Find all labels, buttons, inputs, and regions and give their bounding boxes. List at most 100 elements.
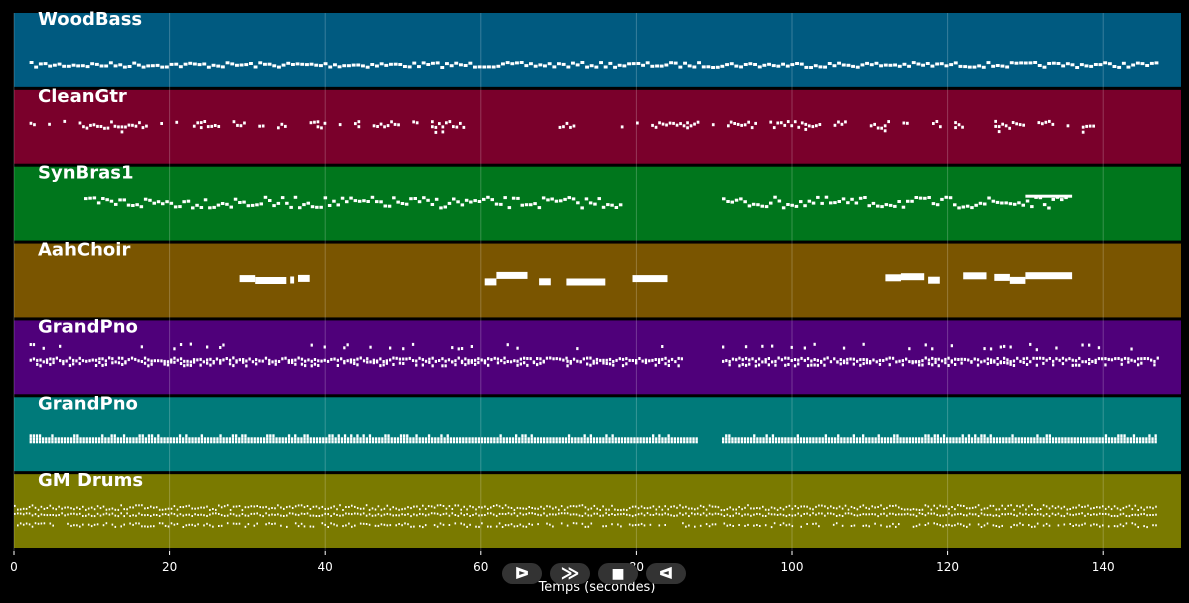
note — [442, 523, 445, 526]
note — [1045, 437, 1048, 441]
note — [1135, 437, 1139, 441]
note — [762, 514, 764, 517]
note — [499, 202, 503, 206]
note — [796, 437, 799, 441]
note — [636, 440, 639, 444]
note — [692, 437, 695, 441]
note — [820, 360, 823, 364]
note — [661, 122, 665, 126]
note — [957, 522, 959, 525]
note — [274, 513, 276, 516]
note — [533, 437, 536, 441]
note — [765, 440, 768, 444]
note — [235, 522, 238, 525]
note — [925, 62, 930, 65]
play-button[interactable]: ᐅ — [502, 563, 542, 584]
note — [474, 358, 477, 362]
note — [560, 505, 563, 508]
rewind-button[interactable]: ᐊ — [646, 563, 686, 584]
note — [729, 62, 734, 66]
note — [316, 125, 320, 129]
note — [883, 512, 885, 515]
note — [411, 359, 415, 362]
note — [286, 61, 291, 65]
note — [1081, 125, 1085, 129]
note — [365, 437, 368, 441]
note — [79, 437, 82, 441]
note — [416, 505, 418, 508]
note — [843, 440, 846, 444]
note — [889, 504, 891, 507]
note — [995, 525, 998, 527]
note — [415, 363, 418, 367]
note — [797, 358, 800, 362]
note — [641, 359, 644, 363]
note — [849, 440, 852, 444]
note — [661, 437, 664, 441]
note — [167, 525, 170, 528]
stop-button[interactable]: ■ — [598, 563, 638, 584]
note — [131, 204, 135, 207]
note — [978, 201, 983, 205]
note — [362, 522, 365, 525]
note — [552, 65, 557, 69]
note — [294, 358, 297, 362]
note — [645, 440, 648, 444]
note — [1113, 505, 1116, 508]
note — [447, 358, 451, 362]
note — [980, 526, 983, 528]
note — [837, 200, 841, 203]
note — [960, 361, 963, 365]
note — [356, 512, 359, 515]
note — [93, 508, 96, 511]
note — [935, 120, 939, 123]
note — [934, 361, 937, 364]
note — [81, 359, 85, 363]
note — [732, 525, 734, 527]
note — [516, 363, 519, 367]
note — [958, 440, 961, 444]
note — [809, 507, 811, 510]
note — [1034, 513, 1036, 516]
note — [267, 62, 272, 66]
note — [784, 363, 787, 367]
note — [762, 505, 764, 508]
note — [743, 63, 748, 66]
note — [776, 508, 779, 511]
note — [868, 440, 871, 444]
note — [664, 63, 669, 67]
note — [674, 360, 677, 364]
note — [1065, 358, 1068, 362]
note — [692, 65, 697, 69]
note — [936, 440, 939, 444]
note — [226, 504, 229, 507]
note — [315, 515, 318, 517]
note — [524, 434, 527, 438]
note — [49, 522, 52, 525]
note — [711, 66, 715, 69]
note — [178, 434, 182, 438]
note — [327, 204, 332, 207]
note — [59, 344, 62, 348]
x-tick-label: 100 — [781, 560, 804, 574]
note — [683, 440, 686, 444]
note — [79, 525, 81, 528]
note — [79, 508, 81, 510]
note — [167, 513, 170, 516]
note — [265, 505, 267, 508]
note — [958, 64, 963, 68]
track-notes — [29, 119, 1095, 134]
note — [1123, 356, 1127, 360]
fast-forward-button[interactable]: ≫ — [550, 563, 590, 584]
note — [855, 440, 859, 444]
note — [1088, 343, 1091, 347]
note — [1022, 357, 1025, 361]
note — [686, 437, 689, 441]
note — [521, 440, 524, 444]
note — [1120, 437, 1123, 441]
note — [519, 507, 522, 510]
note — [950, 344, 953, 348]
note — [297, 504, 300, 507]
note — [1083, 440, 1086, 444]
note — [574, 437, 577, 441]
